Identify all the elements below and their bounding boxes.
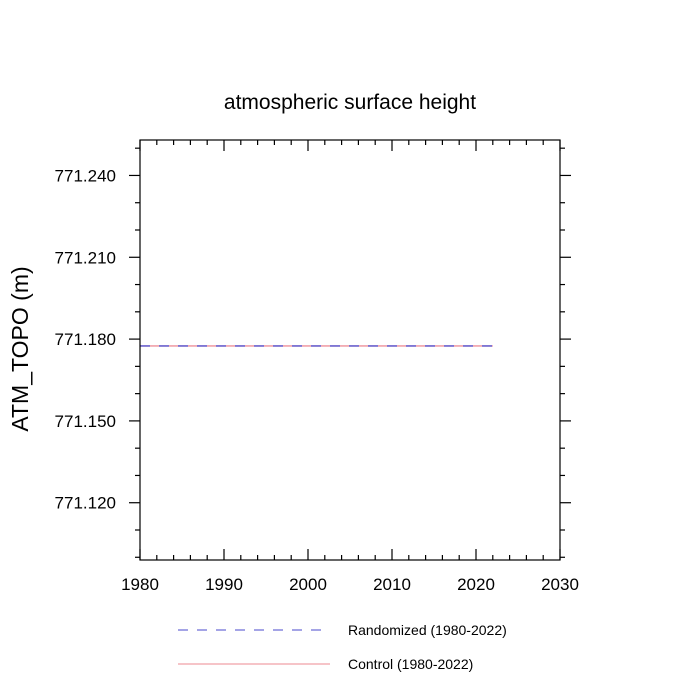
y-tick-label: 771.150 [55, 412, 116, 431]
y-tick-label: 771.120 [55, 494, 116, 513]
legend: Randomized (1980-2022) Control (1980-2022… [178, 622, 507, 672]
x-tick-label: 2010 [373, 575, 411, 594]
plot-frame [139, 139, 561, 561]
x-tick-label: 2000 [289, 575, 327, 594]
x-tick-label: 1990 [205, 575, 243, 594]
y-tick-label: 771.210 [55, 248, 116, 267]
legend-label: Control (1980-2022) [348, 656, 473, 672]
y-tick-label: 771.240 [55, 166, 116, 185]
y-axis-label: ATM_TOPO (m) [7, 266, 33, 431]
chart-title: atmospheric surface height [224, 91, 476, 114]
legend-label: Randomized (1980-2022) [348, 622, 507, 638]
x-tick-label: 2020 [457, 575, 495, 594]
x-tick-label: 2030 [541, 575, 579, 594]
axis-ticks: 1980 1990 2000 2010 2020 2030 771.120 771.150 77… [55, 140, 579, 594]
x-tick-label: 1980 [121, 575, 159, 594]
y-tick-label: 771.180 [55, 330, 116, 349]
